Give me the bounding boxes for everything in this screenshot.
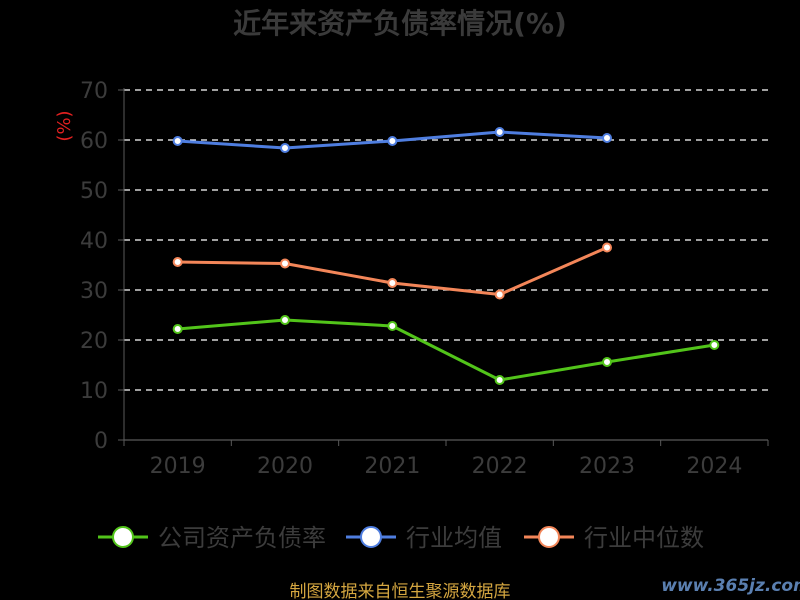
legend-marker-0 — [112, 526, 134, 548]
legend-marker-2 — [538, 526, 560, 548]
data-point-1-2020 — [280, 143, 290, 153]
x-tick-label-2019: 2019 — [150, 454, 206, 479]
y-tick-label-50: 50 — [80, 179, 108, 204]
legend[interactable]: 公司资产负债率 行业均值 行业中位数 — [98, 524, 704, 552]
axes — [123, 88, 769, 446]
chart-title: 近年来资产负债率情况(%) — [233, 7, 567, 40]
y-tick-label-10: 10 — [80, 379, 108, 404]
x-tick-label-2022: 2022 — [472, 454, 528, 479]
watermark: www.365jz.com — [661, 576, 800, 596]
data-point-2-2019 — [172, 257, 183, 267]
legend-marker-1 — [360, 526, 382, 548]
y-tick-label-40: 40 — [80, 229, 108, 254]
data-point-1-2023 — [602, 133, 612, 143]
y-tick-label-0: 0 — [94, 429, 108, 454]
legend-label-1: 行业均值 — [406, 524, 502, 552]
legend-label-2: 行业中位数 — [584, 524, 704, 552]
x-tick-labels: 2019 2020 2021 2022 2023 2024 — [150, 454, 743, 479]
x-tick-label-2023: 2023 — [579, 454, 635, 479]
data-point-0-2021 — [387, 321, 398, 331]
series-group — [172, 127, 720, 385]
x-tick-label-2021: 2021 — [364, 454, 420, 479]
data-point-0-2020 — [280, 315, 290, 325]
source-note: 制图数据来自恒生聚源数据库 — [290, 582, 511, 600]
legend-item-0[interactable]: 公司资产负债率 — [98, 524, 326, 552]
y-tick-label-20: 20 — [80, 329, 108, 354]
x-tick-label-2020: 2020 — [257, 454, 313, 479]
data-point-1-2022 — [494, 127, 505, 137]
y-tick-label-70: 70 — [80, 79, 108, 104]
y-axis-label: (%) — [54, 110, 75, 141]
y-tick-labels: 0 10 20 30 40 50 60 70 — [80, 79, 108, 454]
legend-item-2[interactable]: 行业中位数 — [524, 524, 704, 552]
data-point-0-2022 — [494, 375, 505, 385]
data-point-2-2023 — [602, 242, 612, 253]
data-point-0-2019 — [172, 324, 183, 334]
data-point-1-2021 — [387, 136, 398, 146]
data-point-2-2022 — [494, 289, 505, 300]
data-point-0-2023 — [602, 357, 612, 367]
data-point-1-2019 — [172, 136, 183, 146]
data-point-0-2024 — [709, 340, 720, 350]
x-tick-label-2024: 2024 — [686, 454, 742, 479]
legend-item-1[interactable]: 行业均值 — [346, 524, 502, 552]
data-point-2-2020 — [280, 258, 290, 269]
legend-label-0: 公司资产负债率 — [158, 524, 326, 552]
data-point-2-2021 — [387, 278, 398, 288]
y-tick-label-30: 30 — [80, 279, 108, 304]
y-tick-label-60: 60 — [80, 129, 108, 154]
series-line-0 — [177, 318, 715, 382]
